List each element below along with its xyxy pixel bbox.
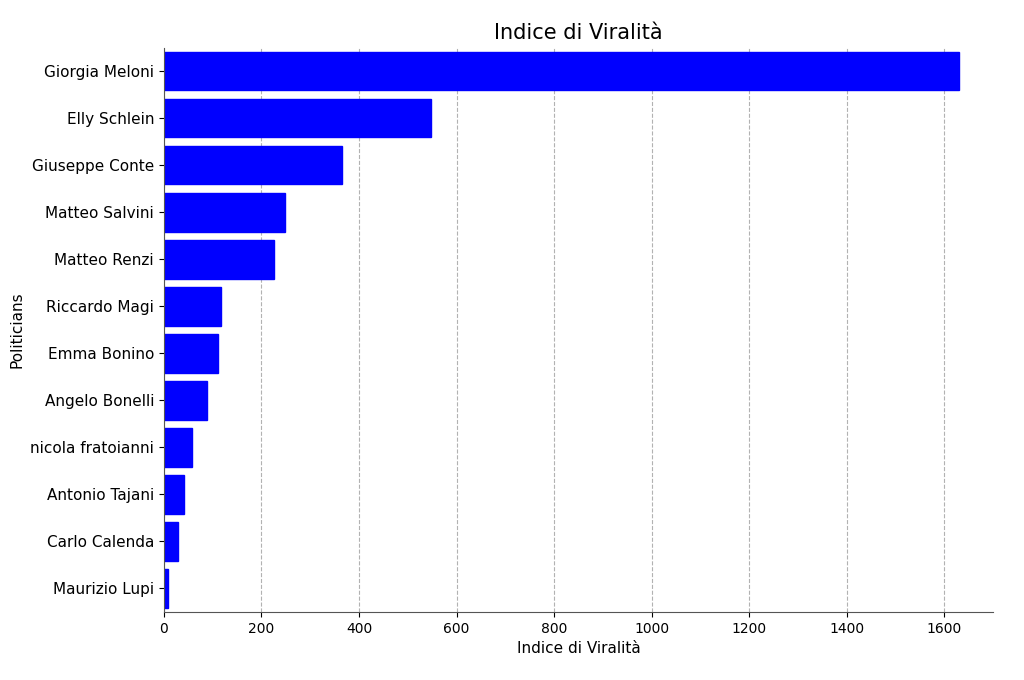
X-axis label: Indice di Viralità: Indice di Viralità <box>517 641 640 656</box>
Bar <box>164 287 221 326</box>
Bar <box>164 146 342 184</box>
Bar <box>164 52 959 90</box>
Title: Indice di Viralità: Indice di Viralità <box>495 23 663 44</box>
Y-axis label: Politicians: Politicians <box>9 292 25 368</box>
Bar <box>164 381 207 420</box>
Bar <box>164 428 193 466</box>
Bar <box>164 193 285 231</box>
Bar <box>164 99 431 137</box>
Bar <box>164 522 177 561</box>
Bar <box>164 475 184 513</box>
Bar <box>164 334 218 373</box>
Bar <box>164 240 273 279</box>
Bar <box>164 569 168 608</box>
